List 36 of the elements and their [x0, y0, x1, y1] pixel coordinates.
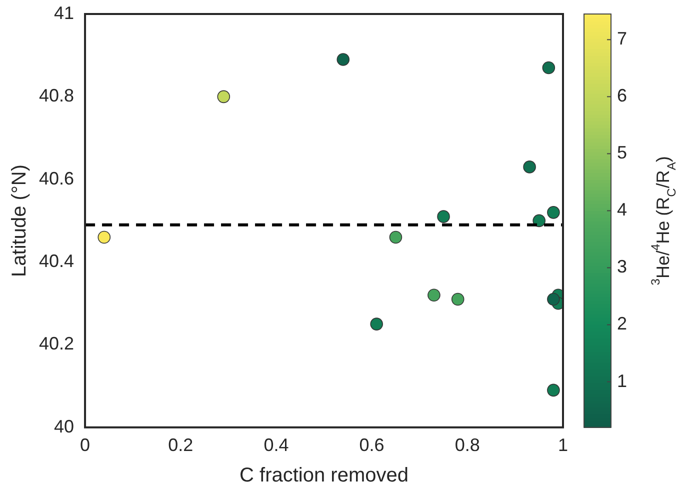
y-tick-label: 40.6: [38, 168, 74, 188]
color-bar-label: 4: [617, 200, 628, 220]
color-bar-label: 7: [617, 28, 628, 49]
color-bar-label: 1: [617, 370, 628, 391]
point: [437, 210, 450, 223]
point: [428, 288, 440, 302]
y-tick-label: 40.4: [38, 251, 74, 272]
x-tick-label: 0.8: [454, 435, 480, 456]
x-tick-label: 1: [558, 435, 568, 456]
point: [542, 61, 556, 74]
y-tick-label: 40: [54, 416, 74, 436]
y-tick-label: 40.8: [38, 86, 74, 106]
color-bar-title: 3He/4He (RC/RA): [648, 156, 678, 286]
color-bar-label: 3: [617, 256, 628, 277]
point: [451, 292, 464, 306]
y-tick-label: 40.2: [38, 334, 74, 354]
point: [547, 206, 560, 219]
x-tick-label: 0.6: [359, 435, 384, 456]
x-tick-label: 0.4: [264, 435, 289, 456]
point: [389, 230, 402, 244]
color-bar-label: 2: [617, 314, 628, 334]
point: [523, 160, 536, 174]
point: [370, 318, 383, 330]
x-axis-title: C fraction removed: [240, 464, 408, 487]
point: [532, 214, 546, 228]
point: [336, 53, 350, 66]
point: [547, 292, 560, 306]
y-tick-label: 41: [54, 2, 74, 23]
x-tick-label: 0: [80, 435, 90, 456]
color-bar-label: 6: [617, 86, 628, 106]
point: [547, 384, 560, 397]
point: [98, 230, 111, 244]
color-bar-label: 5: [617, 142, 628, 163]
point: [217, 90, 230, 104]
x-tick-label: 0.2: [168, 435, 194, 456]
y-axis-title: Latitude (°N): [8, 164, 31, 277]
